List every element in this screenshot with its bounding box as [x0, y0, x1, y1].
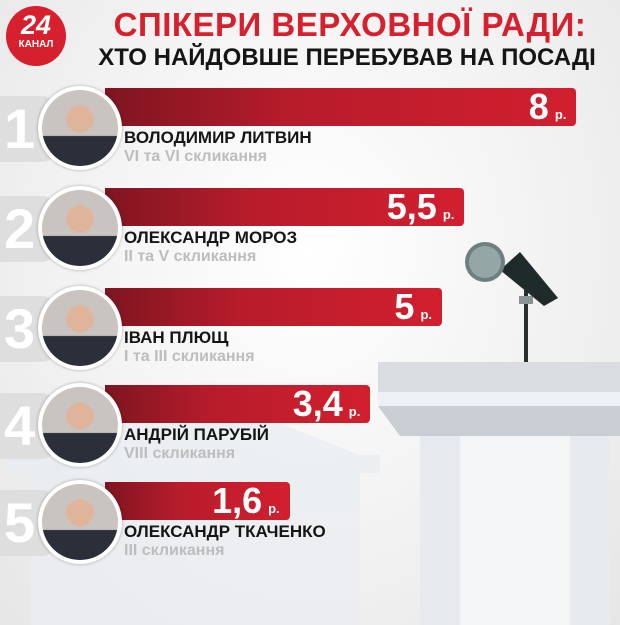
speaker-name: ОЛЕКСАНДР МОРОЗ [124, 228, 298, 247]
speaker-photo [38, 383, 122, 467]
speaker-photo [38, 480, 122, 564]
speaker-row: 1 8 р. ВОЛОДИМИР ЛИТВИН VI та VI скликанн… [0, 86, 620, 188]
speaker-photo [38, 186, 122, 270]
bar-value-label: 3,4 [292, 383, 343, 424]
speaker-row: 2 5,5 р. ОЛЕКСАНДР МОРОЗ II та V скликанн… [0, 186, 620, 288]
duration-bar: 5 р. [105, 288, 442, 326]
speaker-name: АНДРІЙ ПАРУБІЙ [124, 425, 270, 444]
bar-unit-label: р. [268, 501, 280, 516]
speaker-row: 5 1,6 р. ОЛЕКСАНДР ТКАЧЕНКО III скликання [0, 480, 620, 582]
page-subtitle: ХТО НАЙДОВШЕ ПЕРЕБУВАВ НА ПОСАДІ [98, 44, 596, 71]
microphone-icon [465, 242, 558, 362]
duration-bar: 1,6 р. [105, 482, 290, 520]
speaker-name: ВОЛОДИМИР ЛИТВИН [124, 128, 312, 147]
bar-value-label: 8 [528, 86, 549, 127]
bar-value-label: 5,5 [386, 186, 437, 227]
speaker-convocations: II та V скликання [124, 248, 257, 265]
bar-unit-label: р. [420, 307, 432, 322]
bar-unit-label: р. [442, 207, 455, 222]
speaker-row: 4 3,4 р. АНДРІЙ ПАРУБІЙ VIII скликання [0, 383, 620, 485]
speaker-photo [38, 286, 122, 370]
speaker-convocations: III скликання [124, 542, 225, 559]
bar-unit-label: р. [348, 404, 361, 419]
speaker-name: ОЛЕКСАНДР ТКАЧЕНКО [124, 522, 326, 541]
speaker-convocations: VIII скликання [124, 445, 236, 462]
bar-value-label: 5 [394, 286, 415, 327]
bar-value-label: 1,6 [212, 480, 263, 521]
bar-unit-label: р. [554, 107, 567, 122]
channel-logo: 24 КАНАЛ [6, 6, 66, 66]
speaker-name: ІВАН ПЛЮЩ [124, 328, 229, 347]
speaker-photo [38, 86, 122, 170]
speaker-row: 3 5 р. ІВАН ПЛЮЩ I та III скликання [0, 286, 620, 388]
duration-bar: 3,4 р. [105, 383, 371, 424]
page-title: СПІКЕРИ ВЕРХОВНОЇ РАДИ: [113, 6, 587, 43]
duration-bar: 5,5 р. [105, 186, 465, 227]
speaker-convocations: VI та VI скликання [124, 148, 267, 165]
speaker-convocations: I та III скликання [124, 348, 255, 365]
duration-bar: 8 р. [105, 86, 577, 127]
